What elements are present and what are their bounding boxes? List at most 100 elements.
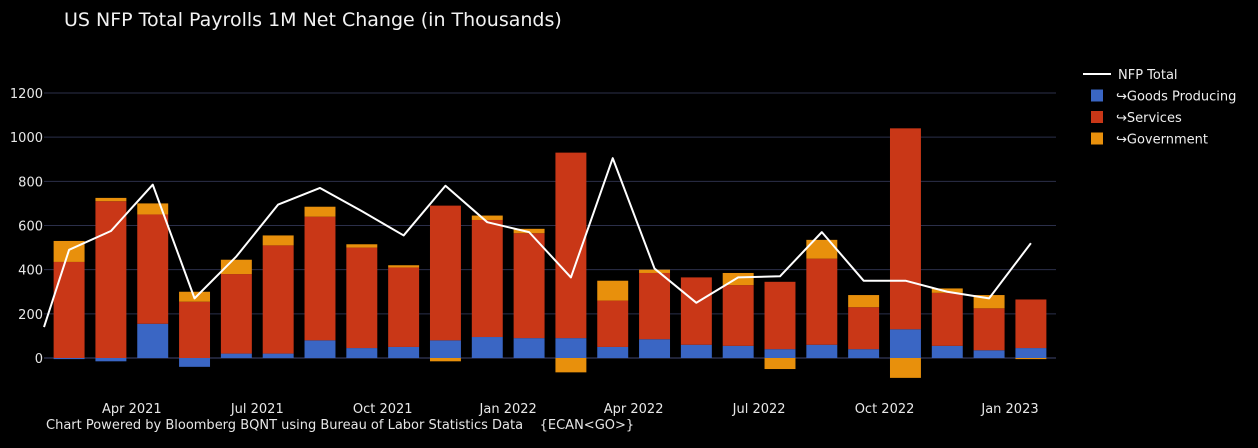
footer-source: Chart Powered by Bloomberg BQNT using Bu… bbox=[46, 418, 524, 433]
bar-segment bbox=[262, 353, 294, 358]
bar-series bbox=[53, 128, 1047, 378]
bar-segment bbox=[680, 344, 712, 358]
bar-segment bbox=[346, 348, 378, 358]
bar-segment bbox=[429, 340, 461, 358]
bar-segment bbox=[806, 258, 838, 345]
bar-segment bbox=[639, 269, 671, 273]
legend-swatch bbox=[1091, 89, 1103, 102]
bar-segment bbox=[513, 233, 545, 339]
legend-item[interactable]: NFP Total bbox=[1083, 68, 1178, 83]
bar-segment bbox=[597, 280, 629, 301]
bar-segment bbox=[429, 205, 461, 341]
bar-segment bbox=[764, 358, 796, 370]
x-tick-label: Jul 2022 bbox=[732, 402, 786, 417]
bar-segment bbox=[889, 128, 921, 330]
legend-item[interactable]: ↪Government bbox=[1091, 132, 1208, 148]
bar-segment bbox=[513, 228, 545, 234]
x-tick-label: Oct 2022 bbox=[855, 402, 915, 417]
y-tick-label: 200 bbox=[18, 308, 43, 323]
legend-swatch bbox=[1091, 132, 1103, 145]
bar-segment bbox=[262, 235, 294, 246]
bar-segment bbox=[137, 214, 169, 324]
bar-segment bbox=[179, 358, 211, 367]
legend-item[interactable]: ↪Goods Producing bbox=[1091, 89, 1236, 105]
bar-segment bbox=[1015, 348, 1047, 358]
y-tick-label: 800 bbox=[18, 175, 43, 190]
bar-segment bbox=[304, 206, 336, 217]
x-tick-label: Apr 2022 bbox=[604, 402, 664, 417]
legend-label: ↪Government bbox=[1116, 133, 1208, 148]
grid-lines bbox=[44, 92, 1056, 359]
bar-segment bbox=[848, 349, 880, 358]
bar-segment bbox=[388, 265, 420, 268]
y-tick-label: 600 bbox=[18, 220, 43, 235]
bar-segment bbox=[513, 338, 545, 358]
bar-segment bbox=[680, 277, 712, 345]
bar-segment bbox=[346, 244, 378, 248]
bar-segment bbox=[597, 346, 629, 358]
legend-item[interactable]: ↪Services bbox=[1091, 111, 1182, 126]
bar-segment bbox=[429, 358, 461, 362]
bar-segment bbox=[764, 349, 796, 358]
bar-segment bbox=[555, 338, 587, 358]
chart-footer: Chart Powered by Bloomberg BQNT using Bu… bbox=[46, 418, 634, 433]
bar-segment bbox=[722, 345, 754, 358]
x-tick-label: Jan 2023 bbox=[980, 402, 1038, 417]
bar-segment bbox=[304, 340, 336, 358]
legend[interactable]: NFP Total ↪Goods Producing ↪Services ↪Gover… bbox=[1083, 68, 1236, 148]
bar-segment bbox=[262, 245, 294, 354]
bar-segment bbox=[471, 219, 503, 338]
bar-segment bbox=[764, 281, 796, 350]
bar-segment bbox=[53, 358, 85, 360]
y-tick-label: 0 bbox=[35, 352, 43, 367]
legend-label: ↪Services bbox=[1116, 111, 1182, 126]
bar-segment bbox=[95, 197, 127, 202]
legend-label: NFP Total bbox=[1118, 68, 1178, 83]
bar-segment bbox=[388, 346, 420, 358]
y-tick-label: 1000 bbox=[10, 131, 43, 146]
nfp-total-line bbox=[43, 157, 1032, 328]
bar-segment bbox=[889, 329, 921, 358]
bar-segment bbox=[889, 358, 921, 378]
bar-segment bbox=[137, 203, 169, 215]
bar-segment bbox=[639, 339, 671, 358]
bar-segment bbox=[95, 358, 127, 362]
x-tick-label: Jan 2022 bbox=[479, 402, 537, 417]
y-tick-label: 400 bbox=[18, 264, 43, 279]
x-tick-label: Jul 2021 bbox=[230, 402, 284, 417]
bar-segment bbox=[95, 201, 127, 358]
bar-segment bbox=[597, 300, 629, 347]
bar-segment bbox=[53, 261, 85, 358]
bar-segment bbox=[848, 295, 880, 308]
total-line-series bbox=[43, 157, 1032, 328]
bar-segment bbox=[639, 272, 671, 340]
bar-segment bbox=[137, 323, 169, 358]
x-tick-label: Oct 2021 bbox=[353, 402, 413, 417]
bar-segment bbox=[973, 350, 1005, 358]
bar-segment bbox=[931, 292, 963, 346]
bar-segment bbox=[1015, 299, 1047, 349]
bar-segment bbox=[471, 337, 503, 358]
bar-segment bbox=[848, 307, 880, 350]
bar-segment bbox=[806, 344, 838, 358]
bar-segment bbox=[931, 288, 963, 293]
legend-swatch bbox=[1091, 111, 1103, 123]
bar-segment bbox=[388, 267, 420, 347]
bar-segment bbox=[220, 353, 252, 358]
bar-segment bbox=[806, 239, 838, 259]
footer-ticker: {ECAN<GO>} bbox=[539, 418, 635, 433]
bar-segment bbox=[973, 308, 1005, 351]
x-tick-label: Apr 2021 bbox=[102, 402, 162, 417]
y-axis-ticks: 0 200 400 600 800 1000 1200 bbox=[10, 87, 43, 367]
bar-segment bbox=[931, 345, 963, 358]
bar-segment bbox=[220, 274, 252, 354]
bar-segment bbox=[304, 216, 336, 341]
bar-segment bbox=[179, 301, 211, 358]
y-tick-label: 1200 bbox=[10, 87, 43, 102]
bar-segment bbox=[722, 285, 754, 346]
bar-segment bbox=[346, 247, 378, 349]
legend-label: ↪Goods Producing bbox=[1116, 90, 1236, 105]
bar-segment bbox=[471, 215, 503, 220]
bar-segment bbox=[1015, 358, 1047, 360]
